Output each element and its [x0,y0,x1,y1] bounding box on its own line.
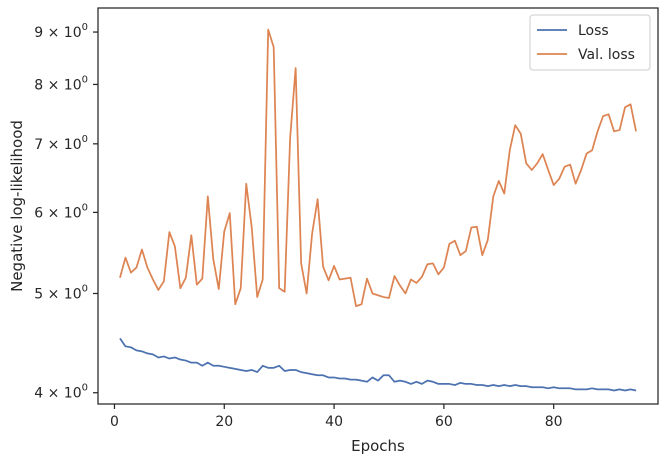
series-layer [119,28,637,392]
plot-frame [97,7,659,405]
series-line-0 [119,337,637,392]
legend: Loss Val. loss [529,14,651,71]
legend-entry-val-loss: Val. loss [578,47,635,63]
series-line-1 [119,28,637,307]
x-tick-label: 20 [215,414,233,430]
x-tick-label: 0 [110,414,119,430]
plot-background [98,8,658,404]
y-tick-label: 6 × 100 [34,202,88,221]
legend-entry-loss: Loss [578,23,609,39]
y-tick-label: 8 × 100 [34,74,88,93]
y-tick-label: 9 × 100 [34,22,88,41]
y-tick-label: 4 × 100 [34,383,88,402]
x-tick-label: 80 [545,414,563,430]
x-tick-label: 60 [435,414,453,430]
y-axis-label: Negative log-likelihood [8,120,26,292]
tick-layer: 0 20 40 60 80 4 × 100 5 × 100 6 × 100 7 × 100 8 ×… [34,22,562,430]
y-tick-label: 7 × 100 [34,134,88,153]
x-axis-label: Epochs [351,437,405,455]
legend-box [529,14,651,71]
y-tick-label: 5 × 100 [34,283,88,302]
x-tick-label: 40 [325,414,343,430]
